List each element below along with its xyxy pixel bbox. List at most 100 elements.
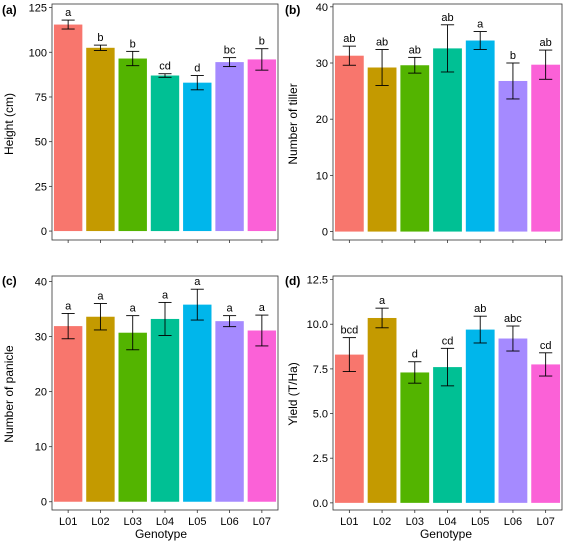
panel-b-errorbar-L04 <box>440 24 455 73</box>
panel-c-errorbar-L02 <box>93 303 107 331</box>
panel-a-significance-L02: b <box>97 32 103 44</box>
panel-b-errorbar-L05 <box>473 31 487 50</box>
panel-d-xlabel: Genotype <box>420 527 472 541</box>
panel-b-errorbar-L06 <box>506 62 520 100</box>
panel-c-significance-L04: a <box>162 289 169 301</box>
panel-a-errorbar-L05 <box>190 75 204 91</box>
panel-d-significance-L05: ab <box>474 303 486 315</box>
panel-d-errorbar-L02 <box>375 307 389 329</box>
panel-a-errorbar-L04 <box>158 73 172 78</box>
panel-c-bar-L05 <box>183 304 212 502</box>
panel-b-errorbar-L07 <box>539 49 553 80</box>
panel-b-ytick-label-4: 40 <box>316 2 328 14</box>
panel-c-errorbar-L03 <box>126 315 140 351</box>
panel-c-xtick-label-L02: L02 <box>91 516 109 528</box>
panel-a-errorbar-L02 <box>93 44 107 51</box>
panel-a-bar-L07 <box>247 59 277 232</box>
panel-d-bar-L04 <box>433 367 462 503</box>
panel-d-ytick-label-3: 7.5 <box>313 364 328 376</box>
panel-c-errorbar-L05 <box>190 288 204 321</box>
panel-c-bar-L03 <box>118 332 147 502</box>
panel-a-ytick-label-1: 25 <box>35 181 47 193</box>
panel-c-significance-L03: a <box>130 303 137 315</box>
panel-a-bar-L06 <box>215 62 244 232</box>
panel-c: (c) Number of panicle Genotype a L01 a L02 a… <box>2 274 279 541</box>
panel-a-ytick-label-5: 125 <box>29 3 47 15</box>
panel-b-significance-L05: a <box>477 19 484 31</box>
panel-d-significance-L02: a <box>379 295 386 307</box>
panel-a-ytick-label-3: 75 <box>35 92 47 104</box>
panel-c-ylabel: Number of panicle <box>2 345 16 443</box>
panel-a-significance-L01: a <box>65 7 72 19</box>
panel-a-ytick-label-4: 100 <box>29 47 47 59</box>
panel-c-bar-L04 <box>150 318 180 502</box>
panel-d-bar-L02 <box>367 317 397 503</box>
panel-d-bar-L01 <box>334 354 364 503</box>
panel-b-bar-L02 <box>367 67 397 232</box>
panel-a-significance-L03: b <box>130 38 136 50</box>
panel-b-significance-L01: ab <box>343 33 355 45</box>
panel-c-plot-border <box>51 275 279 511</box>
panel-d-significance-L01: bcd <box>340 325 358 337</box>
panel-a: (a) Height (cm) a b b cd d bc b 0 25 50 75 100 125 <box>2 3 279 243</box>
panel-b-ytick-label-3: 30 <box>316 58 328 70</box>
panel-d-xtick-label-L01: L01 <box>340 516 358 528</box>
panel-b-ytick-label-1: 10 <box>316 170 328 182</box>
panel-b: (b) Number of tiller ab ababababab0102030… <box>285 2 563 243</box>
panel-d-significance-L07: cd <box>540 340 552 352</box>
panel-c-errorbar-L06 <box>223 315 237 328</box>
panel-b-significance-L06: b <box>510 50 516 62</box>
panel-d-bar-L03 <box>400 372 430 503</box>
panel-d-xtick-label-L04: L04 <box>438 516 456 528</box>
panel-d-xtick-label-L07: L07 <box>536 516 554 528</box>
panel-c-bar-L06 <box>215 321 244 502</box>
panel-d-ytick-label-5: 12.5 <box>307 275 328 287</box>
panel-a-plot-border <box>51 3 279 241</box>
panel-d-ytick-label-2: 5.0 <box>313 409 328 421</box>
panel-b-significance-L07: ab <box>540 37 552 49</box>
panel-d-errorbar-L05 <box>473 315 487 344</box>
panel-b-errorbar-L03 <box>408 56 422 74</box>
panel-c-xtick-label-L07: L07 <box>253 516 271 528</box>
panel-a-errorbar-L01 <box>61 19 75 30</box>
panel-b-errorbar-L01 <box>342 45 356 66</box>
panel-d-tag: (d) <box>285 274 300 288</box>
panel-b-ytick-label-0: 0 <box>322 227 328 239</box>
panel-a-bar-L04 <box>150 75 180 232</box>
panel-c-ytick-label-0: 0 <box>41 497 47 509</box>
panel-b-bar-L03 <box>400 65 430 232</box>
panel-d-significance-L03: d <box>412 349 418 361</box>
panel-d-bar-L05 <box>465 329 495 503</box>
panel-d-plot-border <box>332 275 563 511</box>
panel-b-significance-L03: ab <box>409 44 421 56</box>
panel-c-ytick-label-3: 30 <box>35 332 47 344</box>
panel-d-xtick-label-L02: L02 <box>373 516 391 528</box>
panel-d-ytick-label-0: 0.0 <box>313 498 328 510</box>
panel-b-errorbar-L02 <box>375 49 389 86</box>
panel-d-ytick-label-1: 2.5 <box>313 453 328 465</box>
panel-b-bar-L04 <box>433 48 462 232</box>
panel-c-significance-L06: a <box>227 303 234 315</box>
panel-a-ytick-label-0: 0 <box>41 226 47 238</box>
panel-a-ytick-label-2: 50 <box>35 137 47 149</box>
panel-d-errorbar-L03 <box>408 361 422 384</box>
panel-d-xtick-label-L05: L05 <box>471 516 489 528</box>
panel-c-significance-L07: a <box>259 302 266 314</box>
panel-d-significance-L04: cd <box>442 335 454 347</box>
panel-c-significance-L05: a <box>194 276 201 288</box>
panel-b-bar-L07 <box>531 64 561 232</box>
panel-a-significance-L07: b <box>259 36 265 48</box>
panel-d-ytick-label-4: 10.0 <box>307 319 328 331</box>
panel-b-significance-L04: ab <box>441 12 453 24</box>
panel-c-tag: (c) <box>2 274 17 288</box>
panel-c-ytick-label-4: 40 <box>35 277 47 289</box>
panel-d: (d) Yield (T/Ha) Genotype bcd L01 a L02 d L03… <box>285 274 563 541</box>
panel-c-ytick-label-2: 20 <box>35 387 47 399</box>
panel-c-bar-L01 <box>53 326 83 502</box>
panel-c-xtick-label-L06: L06 <box>220 516 238 528</box>
panel-d-ylabel: Yield (T/Ha) <box>286 362 300 426</box>
panel-d-errorbar-L01 <box>342 337 356 373</box>
panel-c-errorbar-L04 <box>158 301 172 336</box>
panel-c-xlabel: Genotype <box>135 527 187 541</box>
